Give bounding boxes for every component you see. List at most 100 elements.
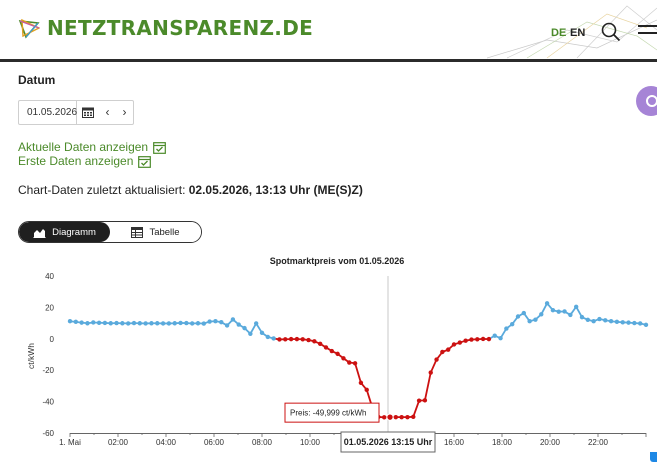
corner-indicator (650, 452, 657, 462)
x-tick-label: 18:00 (492, 438, 513, 447)
data-point (102, 320, 108, 326)
price-series (67, 301, 649, 420)
data-point (562, 309, 567, 314)
data-point (393, 414, 399, 420)
data-point (91, 320, 96, 325)
data-point (550, 308, 556, 313)
accessibility-icon[interactable] (636, 86, 657, 116)
date-label: Datum (18, 73, 56, 87)
y-tick-label: -20 (42, 366, 54, 375)
data-point (358, 380, 364, 385)
data-point (352, 361, 358, 366)
logo-text: NETZTRANSPARENZ.DE (47, 16, 314, 40)
data-point (603, 318, 608, 323)
x-tick-label: 02:00 (108, 438, 129, 447)
next-day-button[interactable]: › (122, 105, 127, 119)
calendar-icon[interactable] (77, 101, 99, 124)
data-point (492, 333, 497, 338)
spot-price-chart[interactable]: Spotmarktpreis vom 01.05.2026 ct/kWh 40 2… (0, 250, 657, 460)
data-point (498, 335, 503, 341)
series-segment (424, 371, 432, 402)
data-point (178, 320, 183, 326)
data-point (504, 326, 509, 331)
data-point (329, 348, 335, 354)
y-tick-label: -40 (42, 398, 54, 407)
hamburger-menu-icon[interactable] (638, 25, 657, 39)
search-icon[interactable] (600, 21, 622, 43)
x-tick-label: 08:00 (252, 438, 273, 447)
data-point (434, 357, 439, 362)
first-data-label: Erste Daten anzeigen (18, 154, 134, 168)
y-tick-label: 40 (45, 272, 54, 281)
data-point (411, 414, 416, 420)
data-point (317, 341, 323, 347)
current-data-link[interactable]: Aktuelle Daten anzeigen (18, 140, 166, 154)
data-point (125, 321, 131, 326)
data-point (259, 330, 265, 336)
data-point (422, 398, 428, 403)
data-point (614, 319, 620, 325)
data-point (585, 317, 591, 323)
data-point (131, 320, 137, 326)
data-point (475, 337, 480, 342)
data-point (248, 331, 253, 336)
data-point (67, 319, 73, 324)
data-point (120, 321, 125, 326)
data-point (544, 301, 550, 306)
y-tick-label: 0 (50, 335, 55, 344)
data-point (341, 356, 346, 361)
data-point (515, 314, 521, 319)
tab-diagramm[interactable]: Diagramm (19, 222, 110, 242)
last-updated-prefix: Chart-Daten zuletzt aktualisiert: (18, 183, 186, 197)
highlighted-point (386, 413, 394, 421)
site-header: NETZTRANSPARENZ.DE DE EN (0, 0, 657, 62)
date-input[interactable]: 01.05.2026 (19, 101, 77, 124)
chart-title: Spotmarktpreis vom 01.05.2026 (270, 256, 405, 266)
data-point (347, 360, 352, 365)
time-tooltip-box (340, 431, 436, 453)
prev-day-button[interactable]: ‹ (105, 105, 110, 119)
data-point (230, 317, 236, 322)
data-point (189, 321, 195, 326)
site-logo[interactable]: NETZTRANSPARENZ.DE (18, 16, 313, 40)
data-point (643, 322, 649, 328)
data-point (632, 320, 637, 326)
data-point (236, 322, 241, 327)
data-point (486, 336, 492, 342)
data-point (137, 321, 143, 326)
area-chart-icon (33, 228, 46, 238)
data-point (79, 320, 84, 325)
data-point (242, 325, 247, 331)
first-data-link[interactable]: Erste Daten anzeigen (18, 154, 152, 168)
logo-mark-icon (18, 18, 40, 39)
data-point (288, 336, 294, 342)
data-point (416, 398, 422, 403)
data-point (469, 337, 474, 342)
y-tick-label: 20 (45, 303, 54, 312)
data-point (108, 321, 113, 326)
data-point (143, 321, 148, 326)
data-point (219, 319, 224, 325)
data-point (556, 309, 561, 314)
lang-en-link[interactable]: EN (570, 27, 586, 39)
data-point (323, 345, 329, 350)
current-data-label: Aktuelle Daten anzeigen (18, 140, 149, 154)
series-segment (429, 358, 438, 374)
data-point (451, 342, 457, 347)
data-point (265, 334, 271, 340)
chart-tooltip-layer: Preis: -49,999 ct/kWh 01.05.2026 13:15 Uh… (284, 402, 436, 453)
data-point (160, 321, 166, 326)
data-point (207, 319, 212, 324)
tab-tabelle-label: Tabelle (149, 226, 180, 238)
tab-tabelle[interactable]: Tabelle (110, 222, 201, 242)
x-tick-label: 20:00 (540, 438, 561, 447)
data-point (73, 319, 79, 325)
data-point (172, 321, 177, 326)
last-updated-text: Chart-Daten zuletzt aktualisiert: 02.05.… (18, 183, 363, 197)
data-point (335, 351, 340, 357)
data-point (277, 337, 282, 342)
time-tooltip-text: 01.05.2026 13:15 Uhr (344, 437, 433, 447)
data-point (155, 321, 160, 326)
lang-de-link[interactable]: DE (551, 27, 567, 39)
calendar-check-icon (138, 155, 152, 168)
